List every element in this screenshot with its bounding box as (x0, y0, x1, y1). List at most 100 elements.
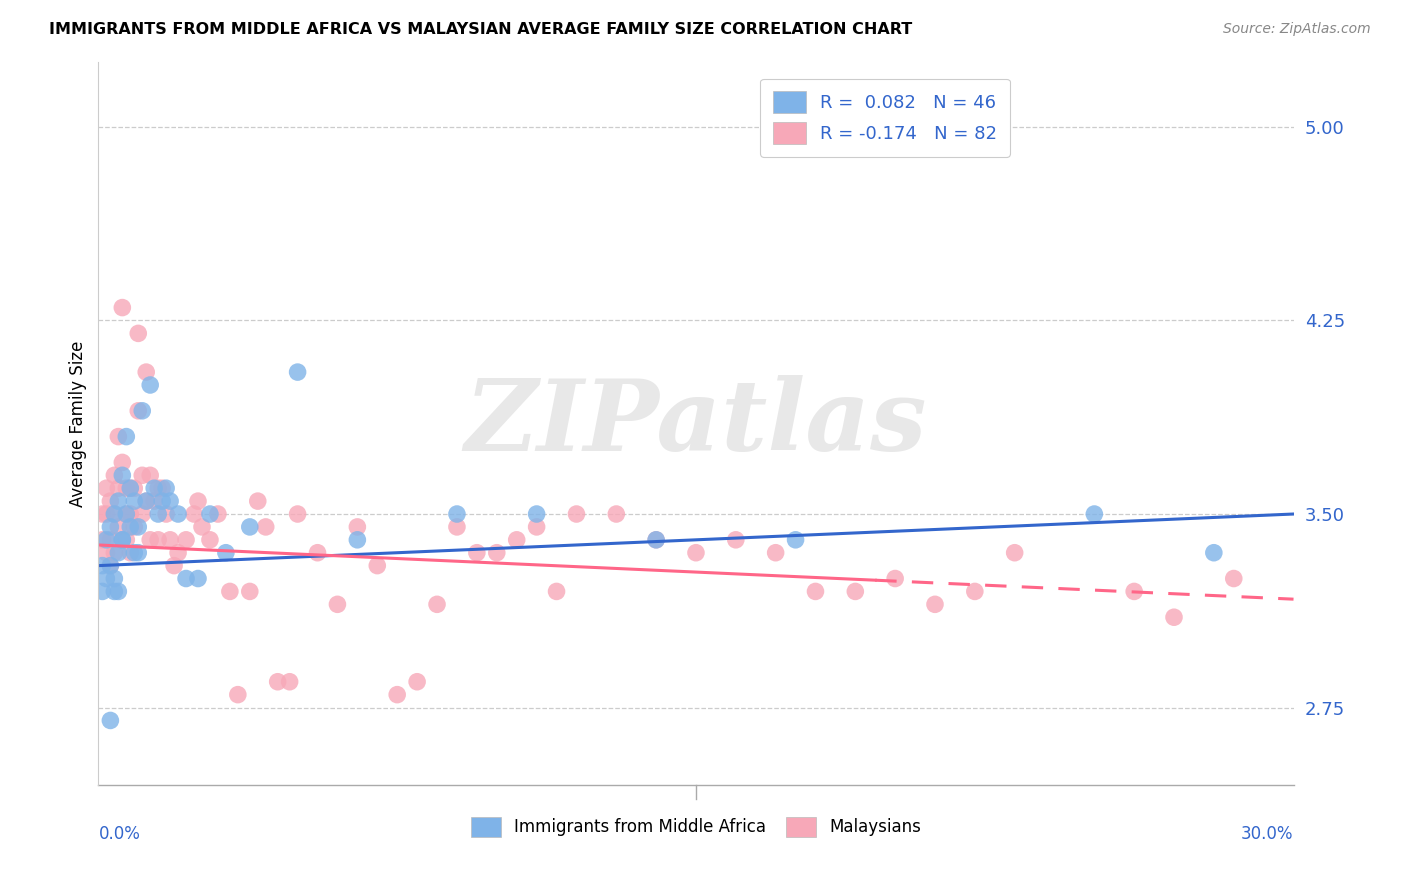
Point (135, 494, 157, 508)
Point (127, 546, 149, 560)
Point (115, 481, 138, 495)
Point (111, 533, 134, 547)
Point (159, 533, 181, 547)
Point (103, 572, 125, 586)
Point (159, 494, 181, 508)
Point (785, 533, 807, 547)
Point (526, 520, 548, 534)
Point (226, 688, 249, 702)
Point (506, 533, 529, 547)
Point (1202, 546, 1225, 560)
Point (246, 494, 269, 508)
Point (167, 507, 190, 521)
Point (167, 546, 190, 560)
Point (127, 520, 149, 534)
Point (465, 546, 488, 560)
Point (111, 455, 134, 469)
Point (107, 429, 129, 443)
Point (174, 572, 197, 586)
Point (278, 674, 301, 689)
Point (91, 558, 114, 573)
Point (98, 558, 122, 573)
Point (120, 520, 142, 534)
Point (120, 507, 142, 521)
Point (307, 546, 329, 560)
Point (91, 584, 114, 599)
Point (103, 468, 125, 483)
Point (963, 584, 986, 599)
Point (98, 714, 122, 728)
Point (124, 520, 146, 534)
Point (219, 584, 242, 599)
Point (96, 572, 118, 586)
Point (115, 507, 138, 521)
Point (804, 584, 827, 599)
Text: 0.0%: 0.0% (98, 825, 141, 843)
Point (107, 546, 129, 560)
Point (107, 481, 129, 495)
Point (1123, 584, 1146, 599)
Point (107, 494, 129, 508)
Point (215, 546, 238, 560)
Point (198, 507, 221, 521)
Text: 30.0%: 30.0% (1241, 825, 1294, 843)
Point (127, 404, 149, 418)
Point (287, 365, 309, 379)
Point (143, 494, 166, 508)
Point (135, 365, 157, 379)
Point (844, 584, 866, 599)
Point (254, 520, 277, 534)
Point (1083, 507, 1105, 521)
Point (645, 533, 668, 547)
Point (103, 507, 125, 521)
Point (111, 533, 134, 547)
Point (150, 481, 173, 495)
Point (446, 507, 468, 521)
Point (98, 558, 122, 573)
Point (103, 546, 125, 560)
Text: IMMIGRANTS FROM MIDDLE AFRICA VS MALAYSIAN AVERAGE FAMILY SIZE CORRELATION CHART: IMMIGRANTS FROM MIDDLE AFRICA VS MALAYSI… (49, 22, 912, 37)
Point (96, 507, 118, 521)
Point (239, 584, 262, 599)
Point (287, 507, 309, 521)
Point (120, 546, 142, 560)
Point (131, 404, 153, 418)
Point (526, 507, 548, 521)
Point (148, 507, 170, 521)
Point (406, 674, 429, 689)
Point (124, 546, 146, 560)
Point (96, 533, 118, 547)
Point (198, 533, 221, 547)
Point (115, 533, 138, 547)
Point (103, 584, 125, 599)
Point (115, 507, 138, 521)
Point (107, 520, 129, 534)
Text: Source: ZipAtlas.com: Source: ZipAtlas.com (1223, 22, 1371, 37)
Point (135, 494, 157, 508)
Point (366, 558, 388, 573)
Point (131, 507, 153, 521)
Point (139, 533, 162, 547)
Legend: Immigrants from Middle Africa, Malaysians: Immigrants from Middle Africa, Malaysian… (463, 808, 929, 846)
Point (546, 584, 568, 599)
Point (426, 598, 449, 612)
Point (127, 326, 149, 341)
Point (131, 468, 153, 483)
Point (605, 507, 627, 521)
Y-axis label: Average Family Size: Average Family Size (69, 341, 87, 507)
Point (103, 507, 125, 521)
Point (148, 533, 170, 547)
Point (1004, 546, 1026, 560)
Point (98, 520, 122, 534)
Point (139, 378, 162, 392)
Point (98, 494, 122, 508)
Point (143, 481, 166, 495)
Point (346, 533, 368, 547)
Point (346, 520, 368, 534)
Point (115, 429, 138, 443)
Point (187, 494, 209, 508)
Point (765, 546, 787, 560)
Point (884, 572, 907, 586)
Point (1163, 610, 1185, 624)
Point (183, 507, 205, 521)
